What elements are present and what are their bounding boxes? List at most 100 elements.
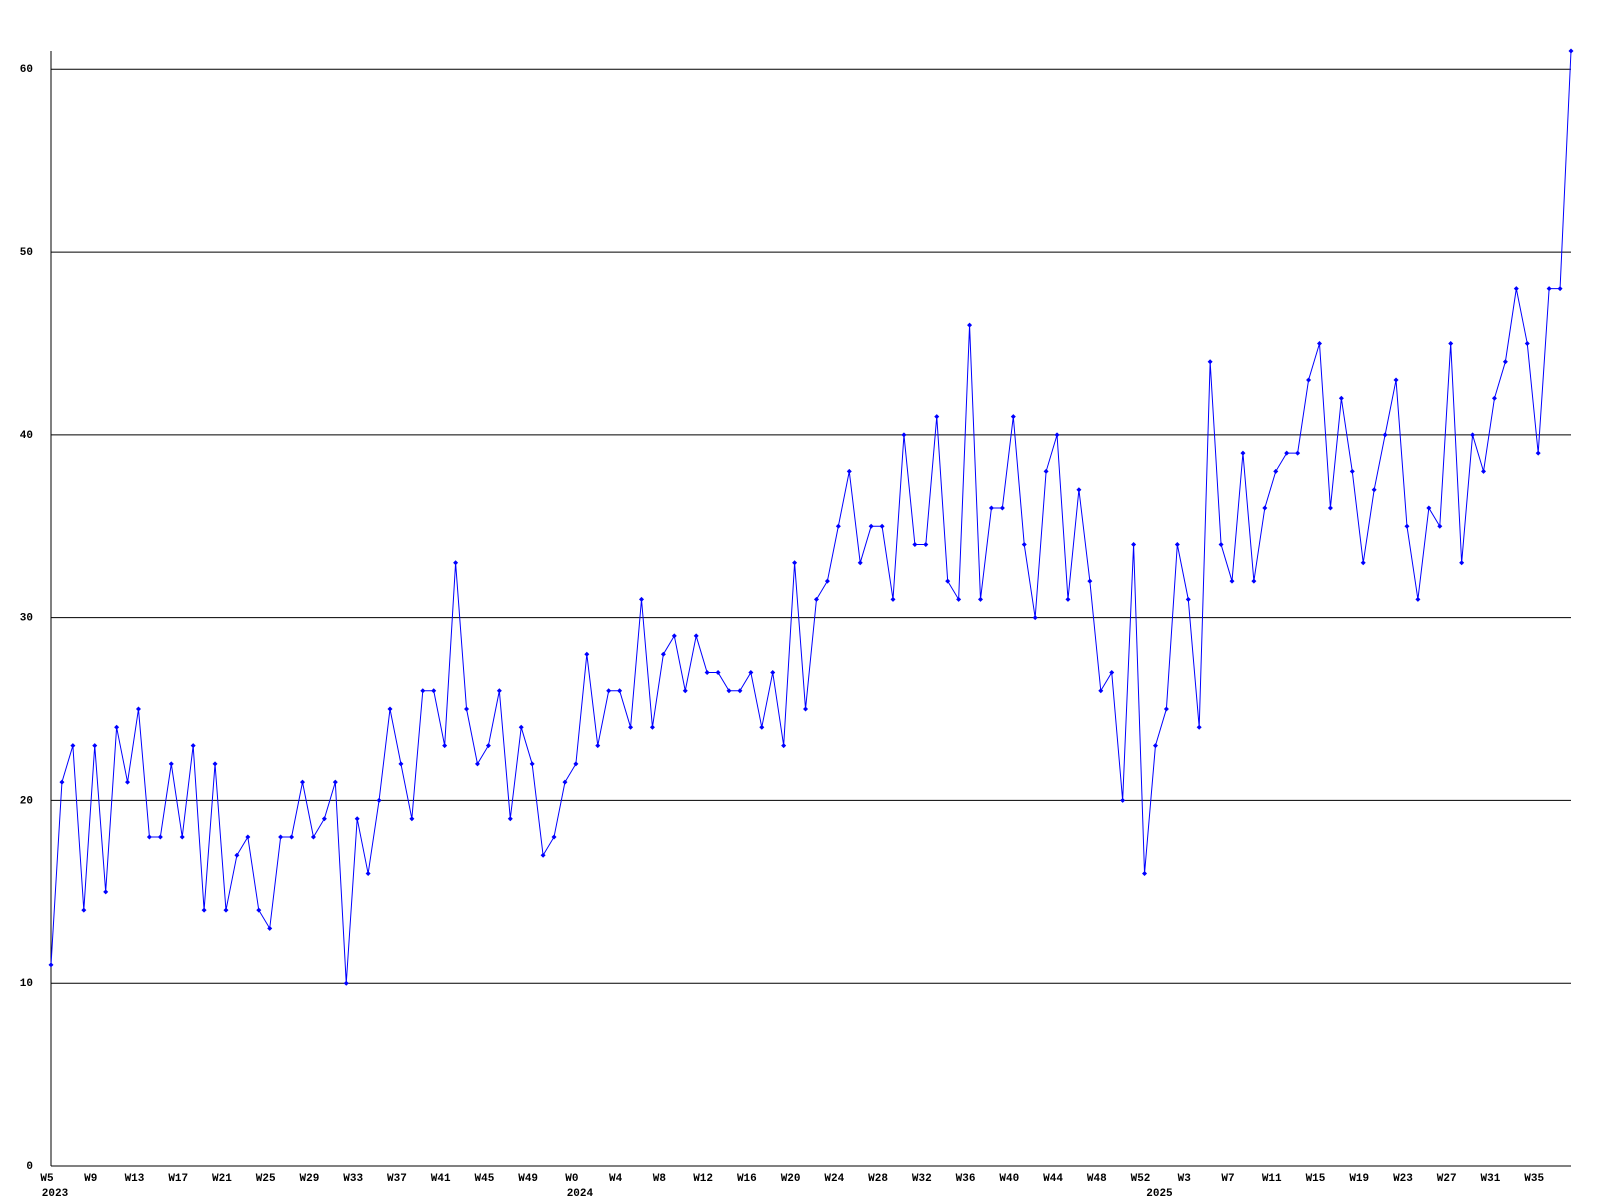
data-point: [70, 743, 76, 749]
data-point: [551, 834, 557, 840]
data-point: [1481, 468, 1487, 474]
x-tick-label: W20: [781, 1173, 801, 1185]
x-tick-label: W29: [300, 1173, 320, 1185]
data-point: [1109, 669, 1115, 675]
data-point: [562, 779, 568, 785]
data-point: [682, 688, 688, 694]
data-point: [1491, 395, 1497, 401]
data-point: [857, 560, 863, 566]
data-point: [945, 578, 951, 584]
data-point: [770, 669, 776, 675]
data-point: [442, 743, 448, 749]
data-point: [1371, 487, 1377, 493]
data-point: [1535, 450, 1541, 456]
x-tick-label: W31: [1481, 1173, 1501, 1185]
data-point: [1207, 359, 1213, 365]
data-point: [1054, 432, 1060, 438]
data-point: [103, 889, 109, 895]
data-point: [1295, 450, 1301, 456]
data-point: [1513, 286, 1519, 292]
data-point: [901, 432, 907, 438]
data-point: [1284, 450, 1290, 456]
data-point: [1196, 724, 1202, 730]
data-point: [1437, 523, 1443, 529]
data-point: [518, 724, 524, 730]
data-point: [1568, 48, 1574, 54]
data-point: [835, 523, 841, 529]
x-tick-label: W40: [999, 1173, 1019, 1185]
data-point: [289, 834, 295, 840]
data-point: [781, 743, 787, 749]
data-point: [48, 962, 54, 968]
data-point: [923, 542, 929, 548]
data-point: [813, 596, 819, 602]
data-point: [846, 468, 852, 474]
y-tick-label: 50: [20, 247, 33, 259]
data-point: [639, 596, 645, 602]
data-point: [792, 560, 798, 566]
data-point: [1426, 505, 1432, 511]
y-tick-label: 20: [20, 795, 33, 807]
data-point: [321, 816, 327, 822]
data-point: [474, 761, 480, 767]
x-tick-label: W12: [693, 1173, 713, 1185]
x-tick-label: W21: [212, 1173, 232, 1185]
x-tick-label: W0: [565, 1173, 578, 1185]
data-point: [387, 706, 393, 712]
data-point: [1240, 450, 1246, 456]
series-line: [50, 50, 1572, 984]
data-point: [956, 596, 962, 602]
x-tick-label: W41: [431, 1173, 451, 1185]
data-point: [1218, 542, 1224, 548]
data-point: [1087, 578, 1093, 584]
data-point: [1174, 542, 1180, 548]
data-point: [988, 505, 994, 511]
data-point: [1316, 340, 1322, 346]
x-tick-label: W3: [1178, 1173, 1192, 1185]
x-tick-label: W19: [1349, 1173, 1369, 1185]
x-tick-label: W24: [824, 1173, 844, 1185]
x-year-label: 2025: [1146, 1188, 1173, 1200]
data-point: [496, 688, 502, 694]
data-point: [300, 779, 306, 785]
data-point: [759, 724, 765, 730]
data-point: [81, 907, 87, 913]
x-tick-label: W44: [1043, 1173, 1063, 1185]
data-point: [157, 834, 163, 840]
data-point: [223, 907, 229, 913]
data-point: [1459, 560, 1465, 566]
x-tick-label: W7: [1221, 1173, 1234, 1185]
data-point: [1010, 414, 1016, 420]
y-tick-label: 40: [20, 430, 33, 442]
x-tick-label: W16: [737, 1173, 757, 1185]
data-point: [1185, 596, 1191, 602]
data-point: [190, 743, 196, 749]
data-point: [59, 779, 65, 785]
data-point: [748, 669, 754, 675]
data-point: [278, 834, 284, 840]
data-point: [803, 706, 809, 712]
y-tick-label: 10: [20, 978, 33, 990]
data-point: [409, 816, 415, 822]
data-point: [1338, 395, 1344, 401]
data-point: [1043, 468, 1049, 474]
data-point: [977, 596, 983, 602]
data-point: [1360, 560, 1366, 566]
x-tick-label: W5: [40, 1173, 54, 1185]
data-point: [354, 816, 360, 822]
data-point: [201, 907, 207, 913]
data-point: [1120, 797, 1126, 803]
x-tick-label: W13: [125, 1173, 145, 1185]
data-point: [1032, 615, 1038, 621]
x-tick-label: W15: [1306, 1173, 1326, 1185]
x-tick-label: W27: [1437, 1173, 1457, 1185]
x-tick-label: W32: [912, 1173, 932, 1185]
x-tick-label: W48: [1087, 1173, 1107, 1185]
data-point: [1349, 468, 1355, 474]
data-point: [584, 651, 590, 657]
data-point: [529, 761, 535, 767]
data-point: [1470, 432, 1476, 438]
data-point: [1557, 286, 1563, 292]
data-point: [617, 688, 623, 694]
data-point: [737, 688, 743, 694]
